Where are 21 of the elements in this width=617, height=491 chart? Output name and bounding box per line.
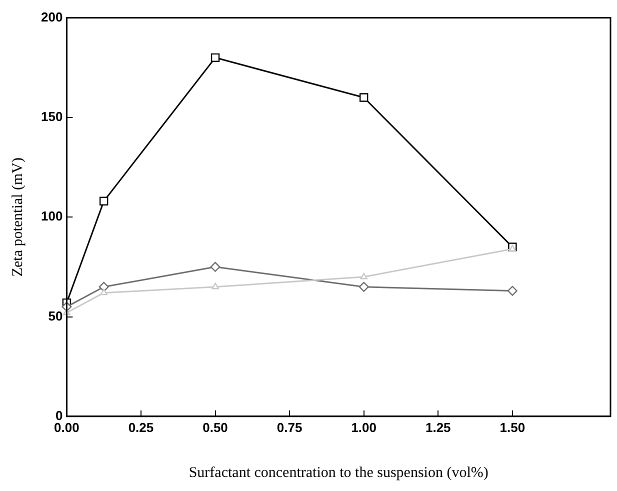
y-tick-label: 50 (48, 308, 63, 324)
point (212, 282, 219, 290)
y-tick-label: 200 (40, 9, 63, 24)
point (210, 262, 220, 272)
x-tick-label: 0.50 (202, 420, 228, 435)
x-axis-title: Surfactant concentration to the suspension (vol%) (188, 464, 488, 481)
y-tick-label: 100 (40, 208, 63, 224)
x-tick-label: 1.25 (425, 420, 451, 435)
x-tick-label: 0.25 (128, 420, 154, 435)
point (360, 272, 368, 280)
point (99, 196, 108, 206)
x-tick-label: 1.50 (500, 420, 526, 435)
point (358, 282, 369, 292)
point (360, 93, 368, 102)
y-axis-title: Zeta potential (mV) (10, 158, 26, 277)
x-tick-label: 1.00 (351, 420, 377, 435)
y-tick-label: 150 (40, 109, 63, 124)
point (100, 288, 108, 296)
point (210, 53, 220, 62)
point (507, 286, 518, 296)
x-tick-label: 0.75 (276, 420, 302, 435)
